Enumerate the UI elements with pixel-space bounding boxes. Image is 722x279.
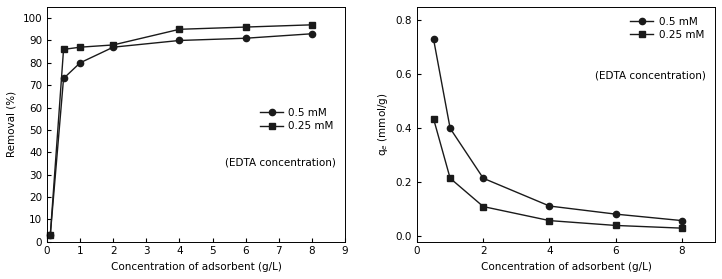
0.25 mM bbox=[678, 227, 687, 230]
0.5 mM bbox=[76, 61, 84, 64]
0.25 mM bbox=[59, 48, 68, 51]
Line: 0.5 mM: 0.5 mM bbox=[430, 36, 685, 224]
0.25 mM bbox=[76, 45, 84, 49]
0.5 mM bbox=[241, 37, 250, 40]
Line: 0.25 mM: 0.25 mM bbox=[430, 116, 685, 231]
0.5 mM bbox=[430, 38, 438, 41]
0.25 mM bbox=[308, 23, 316, 27]
0.5 mM bbox=[479, 177, 487, 180]
0.5 mM bbox=[445, 127, 454, 130]
0.25 mM bbox=[175, 28, 184, 31]
Y-axis label: Removal (%): Removal (%) bbox=[7, 91, 17, 157]
Legend: 0.5 mM, 0.25 mM: 0.5 mM, 0.25 mM bbox=[261, 108, 334, 131]
0.25 mM bbox=[612, 224, 620, 227]
Text: (EDTA concentration): (EDTA concentration) bbox=[225, 157, 336, 167]
0.25 mM bbox=[46, 233, 55, 237]
0.5 mM bbox=[59, 77, 68, 80]
0.5 mM bbox=[545, 204, 554, 208]
0.25 mM bbox=[545, 219, 554, 222]
Line: 0.25 mM: 0.25 mM bbox=[47, 22, 315, 238]
0.25 mM bbox=[430, 117, 438, 121]
X-axis label: Concentration of adsorbent (g/L): Concentration of adsorbent (g/L) bbox=[481, 262, 651, 272]
0.5 mM bbox=[612, 212, 620, 216]
0.5 mM bbox=[46, 233, 55, 237]
Y-axis label: q$_e$ (mmol/g): q$_e$ (mmol/g) bbox=[376, 93, 390, 156]
0.5 mM bbox=[109, 45, 118, 49]
0.25 mM bbox=[445, 177, 454, 180]
0.5 mM bbox=[175, 39, 184, 42]
Line: 0.5 mM: 0.5 mM bbox=[47, 31, 315, 238]
X-axis label: Concentration of adsorbent (g/L): Concentration of adsorbent (g/L) bbox=[110, 262, 282, 272]
Text: (EDTA concentration): (EDTA concentration) bbox=[595, 70, 706, 80]
0.25 mM bbox=[479, 205, 487, 208]
0.5 mM bbox=[308, 32, 316, 35]
0.5 mM bbox=[678, 219, 687, 222]
0.25 mM bbox=[109, 43, 118, 47]
Legend: 0.5 mM, 0.25 mM: 0.5 mM, 0.25 mM bbox=[630, 17, 704, 40]
0.25 mM bbox=[241, 25, 250, 29]
